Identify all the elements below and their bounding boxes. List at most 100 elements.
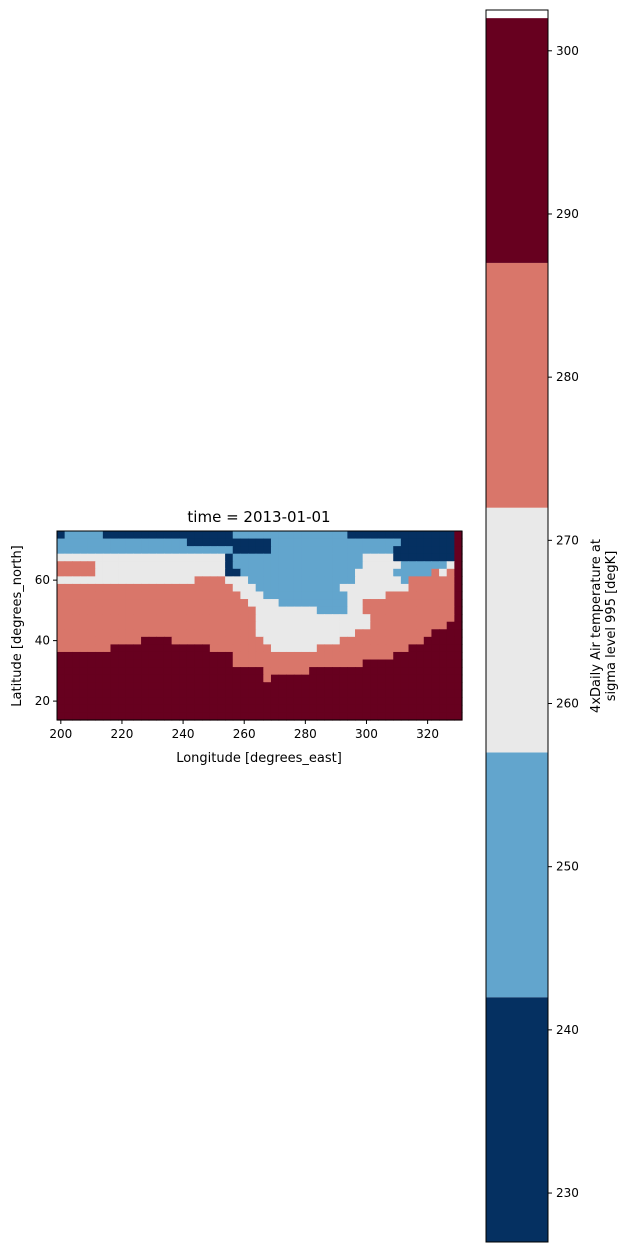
heatmap-cell (370, 599, 379, 608)
heatmap-cell (232, 682, 241, 691)
heatmap-cell (186, 599, 196, 608)
heatmap-cell (110, 614, 119, 623)
heatmap-cell (339, 538, 348, 547)
heatmap-cell (72, 583, 81, 593)
heatmap-cell (377, 546, 387, 555)
heatmap-cell (362, 591, 371, 600)
heatmap-cell (171, 599, 180, 608)
heatmap-cell (454, 546, 463, 555)
heatmap-cell (385, 538, 394, 547)
heatmap-cell (87, 629, 96, 638)
heatmap-cell (408, 712, 417, 721)
heatmap-cell (87, 546, 96, 555)
heatmap-cell (278, 561, 287, 570)
heatmap-cell (416, 651, 425, 661)
heatmap-cell (133, 553, 142, 562)
heatmap-cell (217, 674, 226, 683)
heatmap-cell (431, 614, 440, 623)
heatmap-cell (347, 568, 356, 577)
heatmap-cell (377, 576, 387, 585)
heatmap-cell (439, 682, 448, 691)
heatmap-cell (217, 689, 226, 698)
heatmap-cell (400, 606, 410, 615)
heatmap-cell (454, 553, 463, 562)
heatmap-cell (270, 583, 280, 593)
heatmap-cell (446, 531, 455, 540)
heatmap-cell (400, 667, 410, 676)
heatmap-cell (79, 689, 89, 698)
heatmap-cell (186, 704, 196, 714)
heatmap-cell (217, 697, 226, 706)
heatmap-cell (133, 712, 142, 721)
heatmap-cell (232, 704, 241, 714)
heatmap-cell (141, 599, 150, 608)
heatmap-cell (309, 538, 318, 547)
heatmap-cell (385, 704, 394, 714)
heatmap-cell (79, 606, 89, 615)
heatmap-cell (309, 674, 318, 683)
heatmap-cell (95, 704, 104, 714)
heatmap-cell (79, 546, 89, 555)
x-tick-label: 220 (110, 727, 133, 741)
heatmap-cell (301, 553, 310, 562)
heatmap-cell (209, 546, 219, 555)
heatmap-cell (209, 568, 219, 577)
heatmap-cell (57, 644, 66, 653)
heatmap-cell (163, 674, 173, 683)
heatmap-cell (309, 621, 318, 630)
heatmap-cell (125, 568, 135, 577)
heatmap-cell (202, 576, 211, 585)
heatmap-cell (301, 583, 310, 593)
heatmap-cell (163, 629, 173, 638)
heatmap-cell (110, 629, 119, 638)
heatmap-cell (362, 636, 371, 645)
heatmap-cell (240, 538, 249, 547)
heatmap-cell (118, 689, 127, 698)
heatmap-cell (163, 651, 173, 661)
heatmap-cell (186, 553, 196, 562)
heatmap-cell (163, 583, 173, 593)
heatmap-cell (400, 629, 410, 638)
heatmap-cell (110, 568, 119, 577)
heatmap-cell (118, 614, 127, 623)
heatmap-cell (324, 561, 333, 570)
heatmap-cell (171, 636, 180, 645)
heatmap-cell (270, 614, 280, 623)
heatmap-cell (171, 576, 180, 585)
heatmap-cell (431, 576, 440, 585)
heatmap-cell (362, 599, 371, 608)
heatmap-cell (293, 689, 303, 698)
heatmap-cell (79, 636, 89, 645)
heatmap-cell (439, 576, 448, 585)
heatmap-cell (408, 651, 417, 661)
heatmap-cell (278, 553, 287, 562)
heatmap-cell (370, 712, 379, 721)
heatmap-cell (57, 697, 66, 706)
heatmap-cell (79, 667, 89, 676)
heatmap-cell (110, 674, 119, 683)
heatmap-cell (293, 531, 303, 540)
heatmap-cell (102, 629, 112, 638)
x-tick-label: 240 (172, 727, 195, 741)
heatmap-cell (232, 568, 241, 577)
heatmap-cell (347, 689, 356, 698)
heatmap-cell (125, 599, 135, 608)
heatmap-cell (454, 674, 463, 683)
heatmap-cell (87, 651, 96, 661)
heatmap-cell (339, 553, 348, 562)
heatmap-cell (370, 546, 379, 555)
heatmap-cell (400, 538, 410, 547)
heatmap-cell (202, 697, 211, 706)
heatmap-cell (301, 599, 310, 608)
heatmap-cell (248, 712, 257, 721)
heatmap-cell (179, 667, 188, 676)
heatmap-cell (225, 561, 234, 570)
heatmap-cell (393, 651, 402, 661)
heatmap-cell (64, 697, 73, 706)
heatmap-cell (64, 659, 73, 668)
heatmap-cell (64, 704, 73, 714)
heatmap-cell (393, 568, 402, 577)
heatmap-cell (102, 606, 112, 615)
heatmap-cell (439, 599, 448, 608)
heatmap-cell (370, 689, 379, 698)
